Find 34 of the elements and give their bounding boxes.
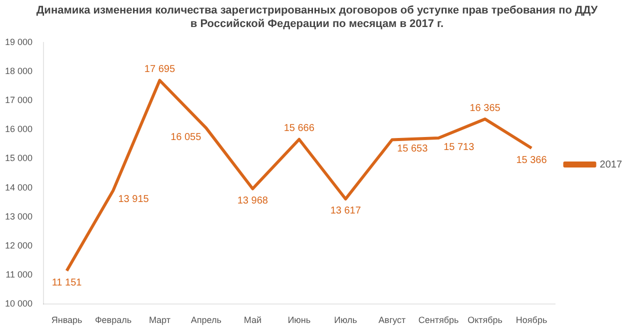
y-tick-label: 18 000 xyxy=(4,66,33,76)
x-tick-label: Июнь xyxy=(288,315,311,326)
data-label: 13 617 xyxy=(330,206,362,217)
x-tick-label: Сентябрь xyxy=(418,315,460,326)
data-label: 13 915 xyxy=(118,194,150,206)
y-tick-label: 15 000 xyxy=(4,153,33,164)
data-label: 16 365 xyxy=(470,102,501,114)
y-tick-label: 16 000 xyxy=(4,124,33,134)
data-label: 16 055 xyxy=(170,132,202,143)
y-tick-label: 10 000 xyxy=(4,298,33,309)
y-tick-label: 17 000 xyxy=(4,95,33,106)
data-label: 15 653 xyxy=(397,144,428,155)
x-tick-label: Август xyxy=(378,315,406,326)
y-tick-label: 11 000 xyxy=(6,270,33,280)
data-label: 15 666 xyxy=(284,123,315,134)
chart-title: Динамика изменения количества зарегистрированных договоров об уступке прав требования по ДДУ в Российской Федерации по месяцам в 2017 г. xyxy=(36,4,598,30)
data-label: 15 713 xyxy=(444,142,475,153)
data-label: 15 366 xyxy=(516,154,548,166)
x-tick-label: Январь xyxy=(51,315,82,326)
x-tick-label: Октябрь xyxy=(468,315,503,326)
x-tick-label: Июль xyxy=(334,315,358,326)
y-tick-label: 14 000 xyxy=(4,182,33,192)
legend-label: 2017 xyxy=(600,159,622,170)
x-tick-label: Март xyxy=(148,315,170,326)
x-tick-label: Май xyxy=(244,315,262,326)
y-tick-label: 12 000 xyxy=(4,240,33,251)
y-tick-label: 19 000 xyxy=(4,36,33,47)
y-tick-label: 13 000 xyxy=(4,211,33,222)
x-tick-label: Апрель xyxy=(190,315,222,326)
data-label: 11 151 xyxy=(52,277,82,288)
x-tick-label: Февраль xyxy=(94,315,132,326)
data-label: 13 968 xyxy=(237,196,268,207)
data-label: 17 695 xyxy=(144,64,176,76)
x-tick-label: Ноябрь xyxy=(516,315,548,326)
